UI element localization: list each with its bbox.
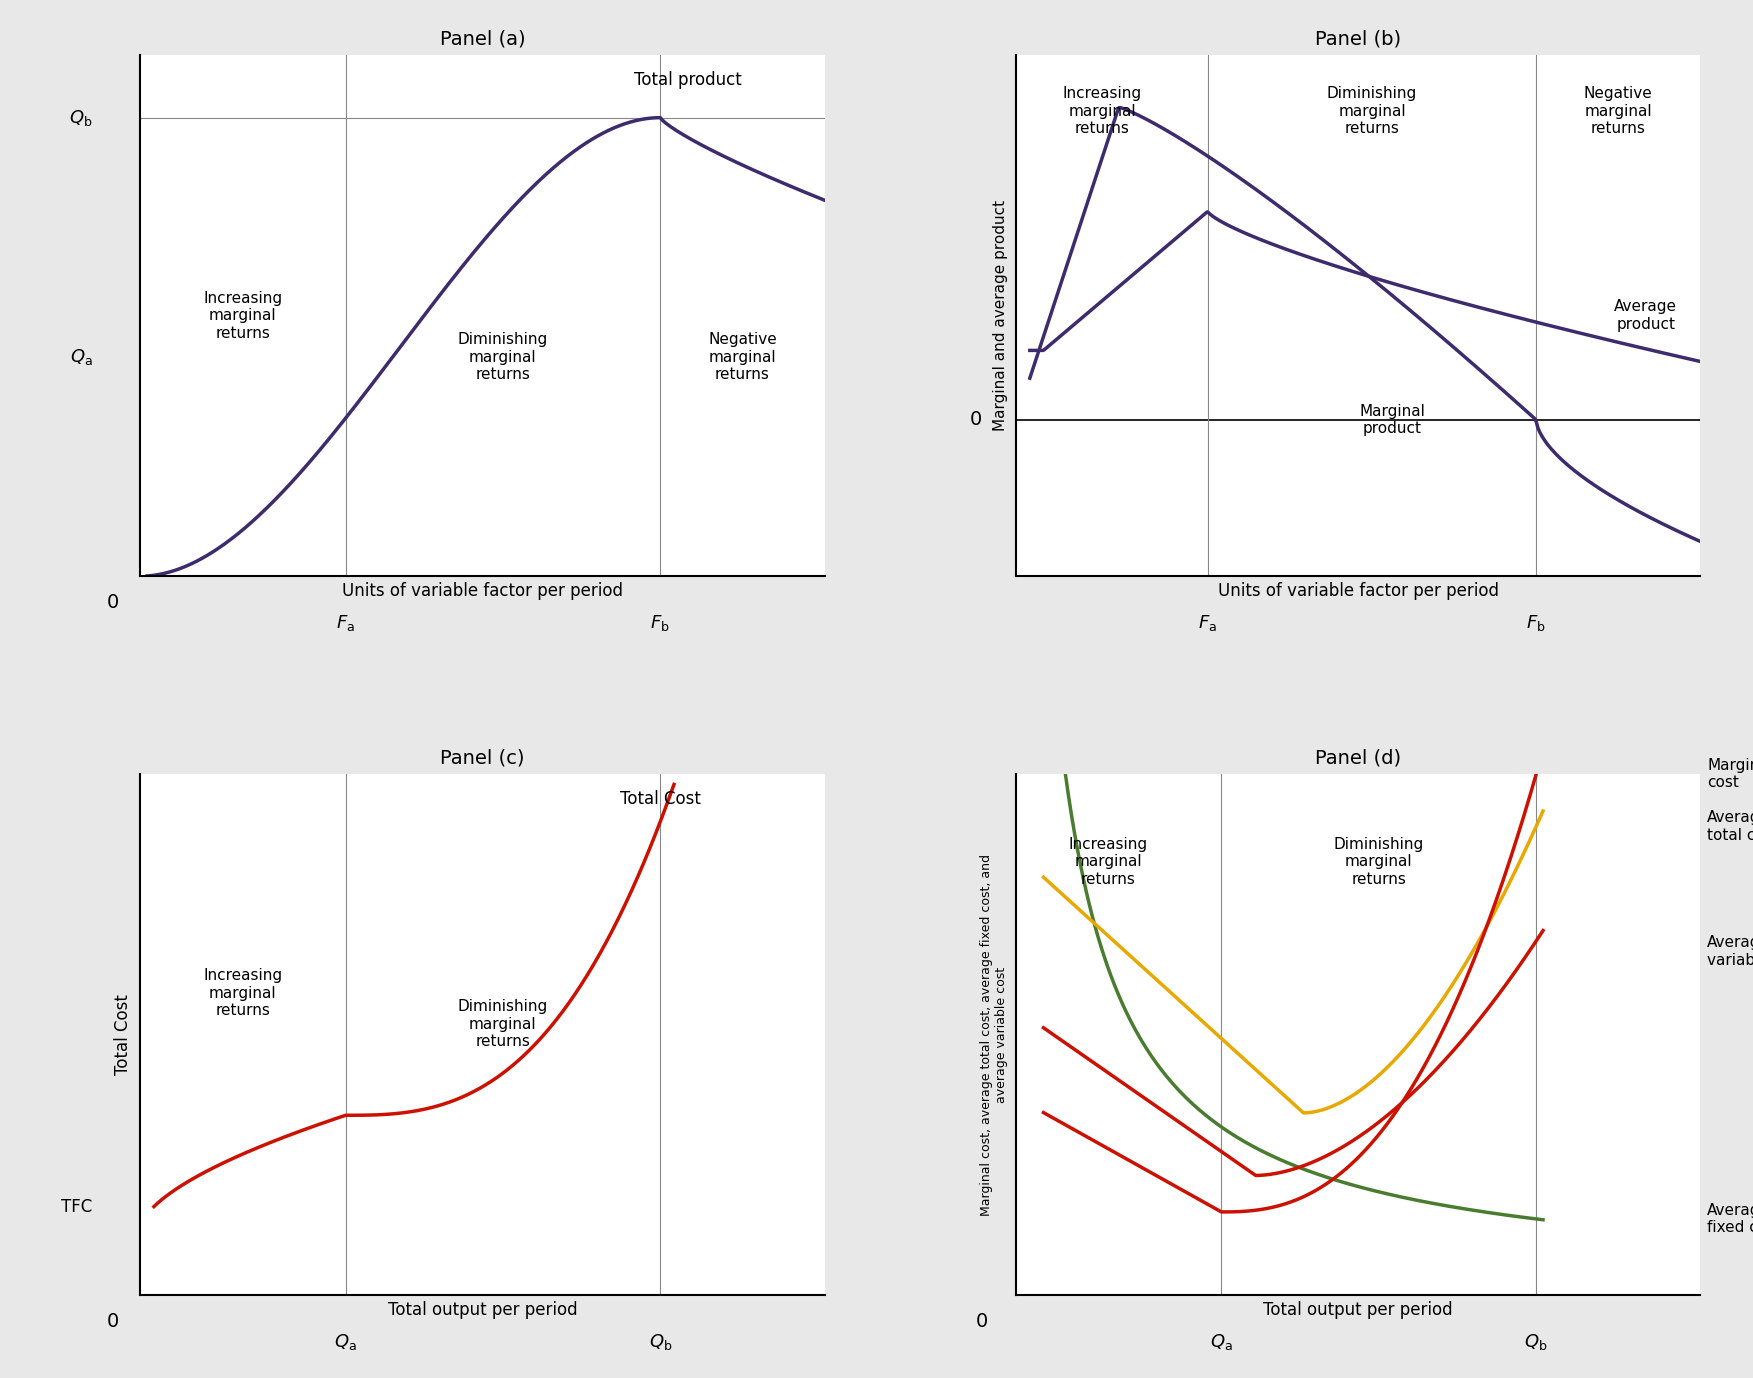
Text: $\it{Q}_{\rm b}$: $\it{Q}_{\rm b}$: [1525, 1331, 1548, 1352]
Text: TFC: TFC: [61, 1197, 93, 1215]
Text: $\it{F}_{\rm a}$: $\it{F}_{\rm a}$: [337, 613, 356, 633]
Text: Average
total cost: Average total cost: [1707, 810, 1753, 842]
Title: Panel (c): Panel (c): [440, 748, 524, 768]
Text: $\it{F}_{\rm a}$: $\it{F}_{\rm a}$: [1199, 613, 1217, 633]
Y-axis label: Marginal and average product: Marginal and average product: [992, 200, 1008, 431]
X-axis label: Total output per period: Total output per period: [1264, 1301, 1453, 1319]
Text: $\it{Q}_{\rm b}$: $\it{Q}_{\rm b}$: [68, 107, 93, 128]
Title: Panel (b): Panel (b): [1315, 29, 1401, 48]
Text: $\it{Q}_{\rm a}$: $\it{Q}_{\rm a}$: [335, 1331, 358, 1352]
Text: Negative
marginal
returns: Negative marginal returns: [708, 332, 777, 382]
Text: Diminishing
marginal
returns: Diminishing marginal returns: [1334, 836, 1423, 886]
Y-axis label: Marginal cost, average total cost, average fixed cost, and
average variable cost: Marginal cost, average total cost, avera…: [980, 854, 1008, 1215]
Text: Diminishing
marginal
returns: Diminishing marginal returns: [1327, 87, 1416, 136]
Text: 0: 0: [107, 1312, 119, 1331]
X-axis label: Total output per period: Total output per period: [387, 1301, 577, 1319]
Y-axis label: Total Cost: Total Cost: [114, 995, 131, 1075]
Text: Total product: Total product: [635, 70, 742, 88]
Text: Marginal
cost: Marginal cost: [1707, 758, 1753, 791]
Text: Increasing
marginal
returns: Increasing marginal returns: [203, 291, 282, 340]
Title: Panel (a): Panel (a): [440, 29, 526, 48]
Text: Negative
marginal
returns: Negative marginal returns: [1585, 87, 1653, 136]
Text: 0: 0: [976, 1312, 989, 1331]
Text: Diminishing
marginal
returns: Diminishing marginal returns: [458, 999, 549, 1049]
X-axis label: Units of variable factor per period: Units of variable factor per period: [1218, 582, 1499, 599]
Text: $\it{F}_{\rm b}$: $\it{F}_{\rm b}$: [650, 613, 670, 633]
Text: Increasing
marginal
returns: Increasing marginal returns: [203, 969, 282, 1018]
Text: Diminishing
marginal
returns: Diminishing marginal returns: [458, 332, 549, 382]
Text: Average
product: Average product: [1615, 299, 1678, 332]
Text: $\it{Q}_{\rm a}$: $\it{Q}_{\rm a}$: [1210, 1331, 1232, 1352]
Text: Average
fixed cost: Average fixed cost: [1707, 1203, 1753, 1235]
Text: $\it{Q}_{\rm b}$: $\it{Q}_{\rm b}$: [649, 1331, 671, 1352]
Text: Total Cost: Total Cost: [621, 790, 701, 808]
Text: $\it{F}_{\rm b}$: $\it{F}_{\rm b}$: [1527, 613, 1546, 633]
X-axis label: Units of variable factor per period: Units of variable factor per period: [342, 582, 622, 599]
Text: Increasing
marginal
returns: Increasing marginal returns: [1069, 836, 1148, 886]
Text: Increasing
marginal
returns: Increasing marginal returns: [1062, 87, 1141, 136]
Text: Marginal
product: Marginal product: [1360, 404, 1425, 435]
Text: $\it{Q}_{\rm a}$: $\it{Q}_{\rm a}$: [70, 347, 93, 368]
Text: 0: 0: [969, 411, 982, 430]
Text: Average
variable cost: Average variable cost: [1707, 936, 1753, 967]
Text: 0: 0: [107, 593, 119, 612]
Title: Panel (d): Panel (d): [1315, 748, 1401, 768]
